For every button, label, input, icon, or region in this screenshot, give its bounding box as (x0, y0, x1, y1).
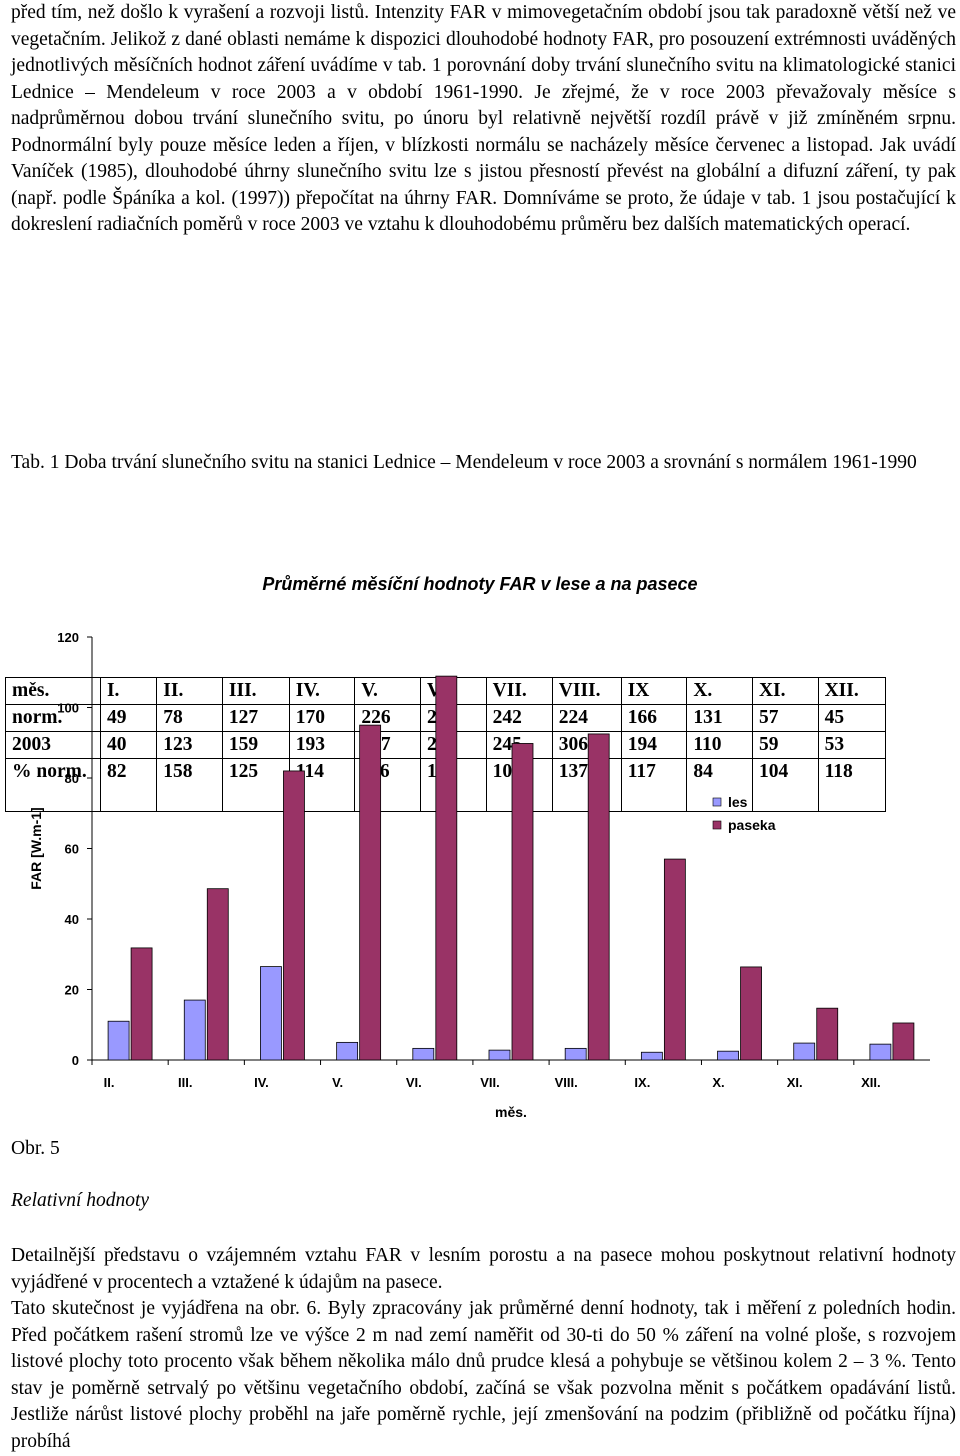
intro-text-2: Je zřejmé, že v roce 2003 převažovaly mě… (11, 81, 956, 236)
bar-paseka (206, 888, 229, 1061)
table-cell: 127 (221, 704, 290, 732)
table-cell: VIII. (551, 677, 622, 705)
bar-paseka (130, 947, 153, 1061)
x-axis-label: měs. (495, 1104, 527, 1120)
x-tick-label: III. (178, 1075, 192, 1090)
table-row-header: % norm. (5, 758, 101, 812)
bar-les (793, 1042, 816, 1061)
bar-paseka (892, 1022, 915, 1061)
table-cell: 40 (99, 731, 158, 759)
table-row-header: norm. (5, 704, 101, 732)
bar-paseka (587, 733, 610, 1061)
bar-les (412, 1047, 435, 1061)
table-cell: 159 (221, 731, 290, 759)
bar-les (260, 966, 282, 1061)
table-cell: 45 (817, 704, 887, 732)
table-cell: XI. (751, 677, 819, 705)
table-cell: 49 (99, 704, 158, 732)
y-tick-label: 100 (57, 701, 79, 716)
table-cell: 82 (99, 758, 158, 812)
x-tick-label: VI. (406, 1075, 422, 1090)
figure-label: Obr. 5 (11, 1138, 60, 1159)
x-tick-label: V. (332, 1075, 343, 1090)
y-tick-label: 80 (65, 771, 79, 786)
x-tick-label: IX. (634, 1075, 650, 1090)
table-cell: 226 (354, 704, 422, 732)
y-tick-label: 60 (65, 842, 79, 857)
table-cell: 59 (751, 731, 819, 759)
table-cell: 306 (551, 731, 622, 759)
legend-label-paseka: paseka (728, 817, 776, 833)
legend-label-les: les (728, 794, 748, 810)
table-cell: 104 (751, 758, 819, 812)
y-axis-label: FAR [W.m-1] (28, 807, 44, 889)
bar-paseka (740, 966, 762, 1061)
table-row-header: měs. (5, 677, 101, 705)
outro-paragraph-2: Tato skutečnost je vyjádřena na obr. 6. … (11, 1298, 956, 1452)
table-cell: II. (156, 677, 223, 705)
legend-swatch-les (712, 797, 722, 807)
intro-paragraph: před tím, než došlo k vyrašení a rozvoji… (11, 0, 956, 239)
chart-title: Průměrné měsíční hodnoty FAR v lese a na… (262, 574, 697, 594)
intro-text-1: před tím, než došlo k vyrašení a rozvoji… (11, 2, 956, 103)
table-cell: 118 (817, 758, 887, 812)
bar-paseka (435, 675, 458, 1061)
table-cell: 166 (620, 704, 688, 732)
table-cell: X. (686, 677, 753, 705)
y-tick-label: 0 (72, 1053, 79, 1068)
far-chart: Průměrné měsíční hodnoty FAR v lese a na… (0, 556, 960, 1136)
table-row: měs.I.II.III.IV.V.VI.VII.VIII.IXX.XI.XII… (5, 677, 887, 705)
x-tick-label: XI. (787, 1075, 803, 1090)
outro-paragraph-1: Detailnější představu o vzájemném vztahu… (11, 1245, 956, 1293)
legend-swatch-paseka (712, 820, 722, 830)
table-cell: 117 (620, 758, 688, 812)
bar-les (869, 1043, 892, 1061)
x-tick-label: XII. (861, 1075, 881, 1090)
bar-les (336, 1041, 359, 1061)
bar-paseka (816, 1007, 839, 1061)
table-cell: III. (221, 677, 290, 705)
table-cell: 131 (686, 704, 753, 732)
bar-paseka (663, 858, 686, 1061)
bar-paseka (283, 770, 305, 1061)
table-cell: V. (354, 677, 422, 705)
y-tick-label: 40 (65, 912, 79, 927)
table-cell: 194 (620, 731, 688, 759)
table-cell: 53 (817, 731, 887, 759)
bar-les (564, 1047, 587, 1061)
bar-les (107, 1020, 130, 1061)
table-caption: Tab. 1 Doba trvání slunečního svitu na s… (11, 452, 917, 473)
x-tick-label: VIII. (555, 1075, 578, 1090)
table-cell: XII. (817, 677, 887, 705)
table-cell: 224 (551, 704, 622, 732)
bar-paseka (359, 724, 382, 1061)
x-tick-label: VII. (480, 1075, 500, 1090)
bar-les (488, 1049, 511, 1061)
bar-les (717, 1050, 739, 1061)
far-chart-svg: Průměrné měsíční hodnoty FAR v lese a na… (28, 574, 930, 1120)
table-cell: IV. (288, 677, 356, 705)
bar-les (183, 999, 206, 1061)
bar-les (640, 1051, 663, 1061)
section-title: Relativní hodnoty (11, 1190, 150, 1211)
x-tick-label: II. (104, 1075, 115, 1090)
bar-paseka (511, 743, 534, 1061)
x-tick-label: IV. (254, 1075, 269, 1090)
x-tick-label: X. (712, 1075, 724, 1090)
table-cell: 125 (221, 758, 290, 812)
table-cell: 242 (485, 704, 553, 732)
table-cell: 137 (551, 758, 622, 812)
y-tick-label: 120 (57, 630, 79, 645)
y-tick-label: 20 (65, 983, 79, 998)
